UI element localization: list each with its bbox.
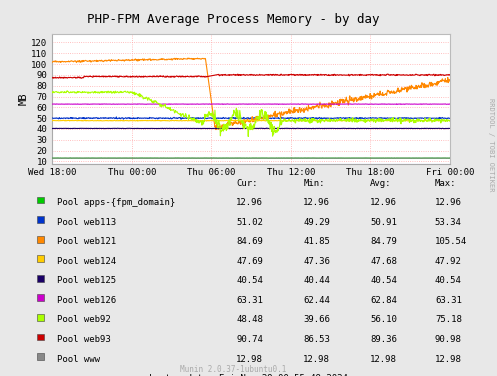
Text: 12.96: 12.96: [435, 198, 462, 207]
Text: Pool web121: Pool web121: [57, 237, 116, 246]
Text: Pool web92: Pool web92: [57, 315, 111, 324]
Text: RRDTOOL / TOBI OETIKER: RRDTOOL / TOBI OETIKER: [488, 98, 494, 191]
Text: 75.18: 75.18: [435, 315, 462, 324]
Text: 84.69: 84.69: [236, 237, 263, 246]
Text: Pool apps-{fpm_domain}: Pool apps-{fpm_domain}: [57, 198, 175, 207]
Text: PHP-FPM Average Process Memory - by day: PHP-FPM Average Process Memory - by day: [87, 13, 380, 26]
Text: 63.31: 63.31: [236, 296, 263, 305]
Text: 12.96: 12.96: [370, 198, 397, 207]
Text: 12.96: 12.96: [236, 198, 263, 207]
Text: 48.48: 48.48: [236, 315, 263, 324]
Text: 56.10: 56.10: [370, 315, 397, 324]
Text: Pool web93: Pool web93: [57, 335, 111, 344]
Text: 12.96: 12.96: [303, 198, 330, 207]
Text: 51.02: 51.02: [236, 218, 263, 227]
Text: 50.91: 50.91: [370, 218, 397, 227]
Text: 12.98: 12.98: [370, 355, 397, 364]
Text: 89.36: 89.36: [370, 335, 397, 344]
Text: Pool web126: Pool web126: [57, 296, 116, 305]
Text: 12.98: 12.98: [303, 355, 330, 364]
Text: Max:: Max:: [435, 179, 456, 188]
Text: 47.68: 47.68: [370, 257, 397, 266]
Text: Pool web124: Pool web124: [57, 257, 116, 266]
Text: 90.98: 90.98: [435, 335, 462, 344]
Text: 40.54: 40.54: [435, 276, 462, 285]
Y-axis label: MB: MB: [18, 92, 28, 105]
Text: 53.34: 53.34: [435, 218, 462, 227]
Text: 49.29: 49.29: [303, 218, 330, 227]
Text: Pool web125: Pool web125: [57, 276, 116, 285]
Text: 105.54: 105.54: [435, 237, 467, 246]
Text: 62.44: 62.44: [303, 296, 330, 305]
Text: 47.36: 47.36: [303, 257, 330, 266]
Text: Pool web113: Pool web113: [57, 218, 116, 227]
Text: 12.98: 12.98: [236, 355, 263, 364]
Text: Avg:: Avg:: [370, 179, 392, 188]
Text: 90.74: 90.74: [236, 335, 263, 344]
Text: 12.98: 12.98: [435, 355, 462, 364]
Text: Pool www: Pool www: [57, 355, 100, 364]
Text: 47.69: 47.69: [236, 257, 263, 266]
Text: 41.85: 41.85: [303, 237, 330, 246]
Text: Min:: Min:: [303, 179, 325, 188]
Text: 86.53: 86.53: [303, 335, 330, 344]
Text: 40.54: 40.54: [236, 276, 263, 285]
Text: Munin 2.0.37-1ubuntu0.1: Munin 2.0.37-1ubuntu0.1: [180, 365, 287, 374]
Text: Last update: Fri Nov 29 00:55:49 2024: Last update: Fri Nov 29 00:55:49 2024: [149, 374, 348, 376]
Text: 84.79: 84.79: [370, 237, 397, 246]
Text: 39.66: 39.66: [303, 315, 330, 324]
Text: 40.54: 40.54: [370, 276, 397, 285]
Text: 63.31: 63.31: [435, 296, 462, 305]
Text: 47.92: 47.92: [435, 257, 462, 266]
Text: Cur:: Cur:: [236, 179, 257, 188]
Text: 62.84: 62.84: [370, 296, 397, 305]
Text: 40.44: 40.44: [303, 276, 330, 285]
